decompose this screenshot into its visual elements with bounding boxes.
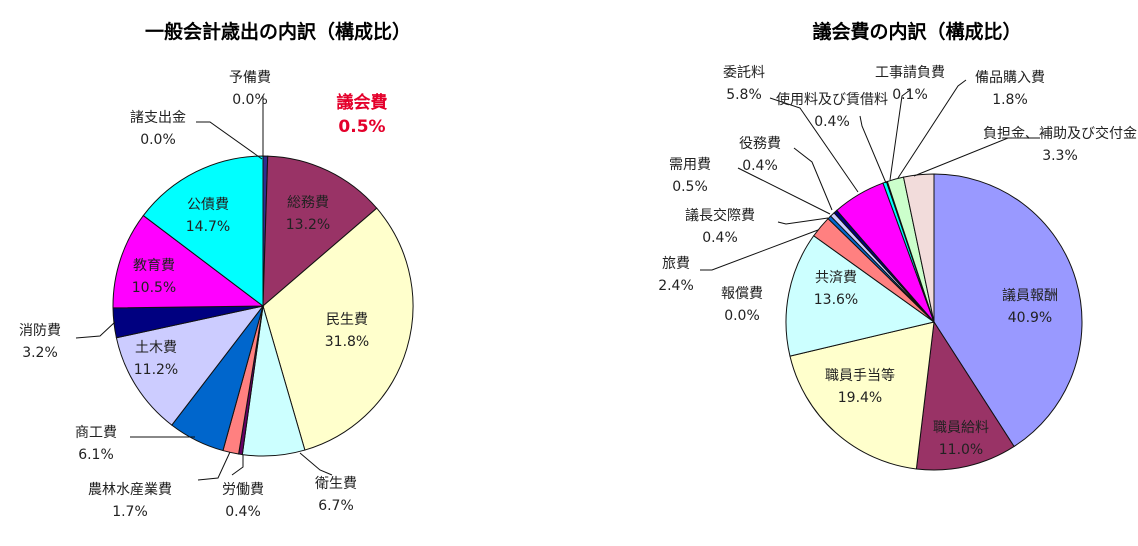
chart1-label-value-0: 0.5% (338, 117, 385, 137)
chart1-label-name-2: 民生費 (326, 312, 368, 328)
chart2-label-name-3: 共済費 (815, 270, 857, 286)
chart1-leader-4 (231, 455, 244, 476)
chart2-slice-2 (789, 321, 935, 470)
chart1-title: 一般会計歳出の内訳（構成比） (145, 20, 411, 43)
chart2-label-name-1: 職員給料 (933, 420, 989, 436)
chart1-label-name-9: 教育費 (133, 258, 175, 274)
chart1-label-value-11: 0.0% (140, 132, 176, 148)
chart1-label-value-9: 10.5% (132, 280, 176, 296)
chart2-leader-10 (859, 115, 887, 184)
chart2-label-value-12: 1.8% (992, 92, 1028, 108)
chart2-label-value-6: 0.4% (702, 230, 738, 246)
chart1-label-name-0: 議会費 (337, 92, 388, 113)
chart2-label-name-0: 議員報酬 (1002, 287, 1058, 304)
chart2-label-name-5: 旅費 (662, 256, 690, 272)
chart1-label-value-5: 1.7% (112, 504, 148, 520)
chart2-slice-0 (933, 173, 1083, 448)
chart1-slice-10 (142, 155, 264, 308)
chart2-slice-1 (915, 320, 1015, 471)
chart2-label-value-3: 13.6% (814, 292, 858, 308)
chart2-slice-3 (785, 235, 936, 357)
chart2-slice-13 (902, 173, 935, 323)
chart2-label-value-13: 3.3% (1042, 148, 1078, 164)
chart2-title: 議会費の内訳（構成比） (812, 20, 1021, 43)
chart2-label-name-13: 負担金、補助及び交付金 (983, 125, 1137, 142)
chart1-label-value-3: 6.7% (318, 498, 354, 514)
chart1-label-name-6: 商工費 (75, 425, 117, 441)
chart2-leader-13 (913, 137, 1040, 177)
chart1-label-value-6: 6.1% (78, 447, 114, 463)
chart1-label-name-7: 土木費 (135, 340, 177, 356)
chart2-label-value-11: 0.1% (892, 87, 928, 103)
chart1-label-value-7: 11.2% (134, 362, 178, 378)
chart1-slice-7 (115, 305, 265, 426)
chart1-pie (112, 155, 414, 457)
chart1-label-name-10: 公債費 (187, 197, 229, 213)
chart1-label-name-5: 農林水産業費 (88, 482, 172, 498)
chart2-label-name-8: 役務費 (739, 136, 781, 152)
chart2-label-name-12: 備品購入費 (975, 70, 1045, 86)
chart2-label-value-8: 0.4% (742, 158, 778, 174)
chart2-label-value-7: 0.5% (672, 179, 708, 195)
chart2-label-value-5: 2.4% (658, 278, 694, 294)
chart1-leader-8 (75, 321, 116, 339)
chart2-label-value-9: 5.8% (726, 87, 762, 103)
chart1-label-name-11: 諸支出金 (130, 110, 186, 126)
chart2-leader-7 (737, 167, 831, 215)
chart2-label-name-11: 工事請負費 (875, 65, 945, 81)
chart2-leader-6 (777, 217, 829, 225)
chart1-leader-5 (197, 451, 231, 481)
chart1-slice-2 (262, 207, 414, 451)
chart2-leader-11 (889, 89, 911, 181)
chart1-label-value-12: 0.0% (232, 92, 268, 108)
chart1-label-name-8: 消防費 (19, 323, 61, 339)
chart1-label-value-8: 3.2% (22, 345, 58, 361)
chart2-label-name-6: 議長交際費 (685, 207, 755, 224)
chart1-label-value-4: 0.4% (225, 504, 261, 520)
chart2-label-value-1: 11.0% (939, 442, 983, 458)
chart2-label-name-9: 委託料 (723, 65, 765, 81)
chart2-leader-8 (793, 147, 833, 211)
chart1-leader-3 (299, 452, 333, 476)
chart2-label-value-0: 40.9% (1008, 310, 1052, 326)
chart2-leader-9 (769, 97, 859, 193)
chart1-label-name-4: 労働費 (222, 482, 264, 498)
chart1-label-value-10: 14.7% (186, 219, 230, 235)
chart2-pie (785, 173, 1083, 471)
chart1-label-value-1: 13.2% (286, 217, 330, 233)
chart2-label-name-10: 使用料及び賃借料 (776, 91, 888, 108)
chart1-label-value-2: 31.8% (325, 334, 369, 350)
chart2-label-name-2: 職員手当等 (825, 367, 895, 384)
chart1-leader-11 (196, 121, 263, 160)
chart2-leader-12 (897, 79, 967, 179)
chart2-label-value-2: 19.4% (838, 390, 882, 406)
chart1-slice-1 (262, 155, 378, 308)
chart2-label-name-7: 需用費 (669, 157, 711, 173)
chart2-label-value-4: 0.0% (724, 308, 760, 324)
chart1-label-name-1: 総務費 (287, 195, 329, 211)
chart2-label-name-4: 報償費 (721, 286, 763, 302)
chart1-label-name-3: 衛生費 (315, 476, 357, 492)
chart2-label-value-10: 0.4% (814, 114, 850, 130)
chart1-label-name-12: 予備費 (229, 70, 271, 86)
slice-labels: 議会費 0.5% 総務費 13.2% 民生費 31.8% 衛生費 6.7% 労働費 0.4% 農林水… (19, 65, 1137, 520)
chart1-slice-9 (112, 214, 265, 309)
chart2-leader-5 (700, 229, 819, 271)
